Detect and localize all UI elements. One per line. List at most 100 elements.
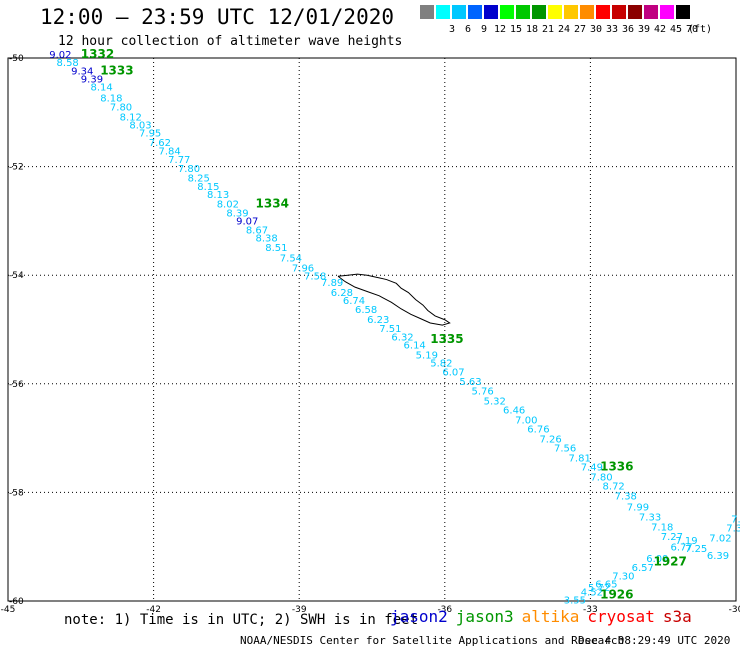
wave-height-label: 7.30 [612,571,634,582]
scale-label: 24 [557,24,571,35]
y-tick-label: -54 [9,271,24,281]
wave-height-label: 7.25 [685,544,707,555]
satellite-legend-altika: altika [521,607,580,626]
wave-height-label: 7.62 [149,138,171,149]
satellite-legend-jason3: jason3 [455,607,514,626]
wave-height-label: 8.12 [120,112,142,123]
wave-height-label: 7.39 [726,523,740,534]
scale-label: 18 [525,24,539,35]
wave-height-label: 6.65 [595,579,617,590]
satellite-legend-jason2: jason2 [390,607,448,626]
wave-height-label: 7.80 [590,472,612,483]
wave-height-label: 7.51 [379,324,401,335]
wave-height-label: 6.74 [343,296,365,307]
wave-height-label: 7.80 [110,103,132,114]
y-tick-label: -60 [9,597,24,607]
wave-height-label: 7.89 [321,278,343,289]
credit-text: NOAA/NESDIS Center for Satellite Applica… [240,634,625,647]
x-tick-label: -42 [146,605,161,615]
scale-swatch [612,5,626,19]
y-tick-label: -50 [9,54,24,64]
scale-label: 21 [541,24,555,35]
wave-height-label: 5.82 [430,358,452,369]
scale-swatch [548,5,562,19]
wave-height-label: 6.46 [503,406,525,417]
scale-swatch [660,5,674,19]
wave-height-label: 6.23 [367,315,389,326]
wave-height-label: 7.33 [639,513,661,524]
scale-swatch [628,5,642,19]
wave-height-label: 5.63 [459,377,481,388]
wave-height-label: 7.58 [304,272,326,283]
wave-height-label: 8.58 [57,58,79,69]
wave-height-label: 7.77 [168,155,190,166]
scale-label: 15 [509,24,523,35]
wave-height-label: 7.02 [709,533,731,544]
x-tick-label: -39 [292,605,307,615]
pass-number-label: 1927 [653,555,686,569]
x-tick-label: -33 [583,605,598,615]
page-title: 12:00 — 23:59 UTC 12/01/2020 [40,5,395,29]
wave-height-label: 7.56 [554,444,576,455]
scale-label: 27 [573,24,587,35]
page-subtitle: 12 hour collection of altimeter wave hei… [58,34,403,49]
wave-height-label: 8.51 [265,243,287,254]
scale-label: 39 [637,24,651,35]
scale-swatch [500,5,514,19]
scale-label: 30 [589,24,603,35]
x-tick-label: -36 [437,605,452,615]
scale-label: 9 [480,24,488,35]
wave-height-label: 7.27 [661,532,683,543]
satellite-legend: jason2 jason3 altika cryosat s3a [390,607,700,626]
wave-height-label: 7.81 [569,453,591,464]
pass-number-label: 1335 [430,332,463,346]
wave-height-label: 8.72 [603,482,625,493]
wave-height-label: 5.19 [416,350,438,361]
footer-note: note: 1) Time is in UTC; 2) SWH is in fe… [64,612,419,628]
scale-label: 70 [685,24,699,35]
wave-height-label: 7.18 [651,522,673,533]
pass-number-label: 1926 [600,587,633,601]
wave-height-label: 8.39 [226,209,248,220]
wave-height-label: 7.26 [539,434,561,445]
wave-height-label: 5.72 [588,583,610,594]
scale-label: 6 [464,24,472,35]
scale-swatch [532,5,546,19]
generated-timestamp: Dec 4 08:29:49 UTC 2020 [578,634,731,647]
y-tick-label: -58 [9,488,24,498]
x-tick-label: -45 [1,605,16,615]
scale-swatch [452,5,466,19]
scale-unit: (ft) [688,24,713,35]
wave-height-label: 3.55 [564,596,586,607]
wave-height-label: 8.13 [207,190,229,201]
wave-height-label: 9.07 [236,217,258,228]
wave-height-label: 5.76 [471,387,493,398]
wave-height-label: 8.18 [100,93,122,104]
scale-label: 12 [493,24,507,35]
pass-number-label: 1332 [81,47,114,61]
scale-label: 36 [621,24,635,35]
wave-height-label: 6.77 [670,543,692,554]
scale-swatch [420,5,434,19]
wave-height-label: 8.67 [246,225,268,236]
scale-label: 45 [669,24,683,35]
scale-swatch [468,5,482,19]
y-tick-label: -56 [9,380,24,390]
scale-swatch [580,5,594,19]
scale-swatch [676,5,690,19]
scale-label: 33 [605,24,619,35]
scale-label: 3 [448,24,456,35]
scale-label: 42 [653,24,667,35]
wave-height-label: 8.14 [91,83,113,94]
wave-height-label: 8.25 [188,173,210,184]
scale-swatch [564,5,578,19]
wave-height-label: 7.99 [627,502,649,513]
scale-swatch [436,5,450,19]
wave-height-label: 7.54 [280,254,302,265]
scale-swatch [484,5,498,19]
pass-number-label: 1334 [256,196,289,210]
plot-frame [7,57,737,602]
wave-height-label: 7.80 [178,164,200,175]
satellite-legend-s3a: s3a [662,607,692,626]
